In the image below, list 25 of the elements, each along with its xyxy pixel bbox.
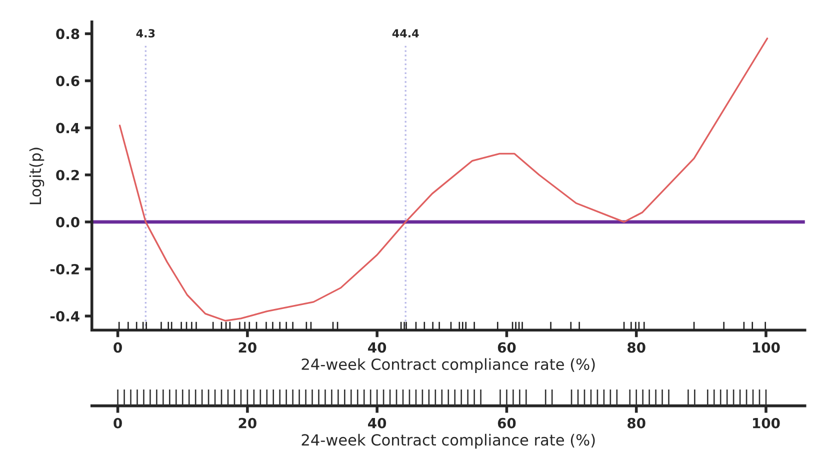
y-tick-label: 0.2 (56, 170, 79, 180)
x-tick-label: 40 (368, 418, 386, 428)
line-series (118, 38, 768, 322)
x-tick-label: 100 (753, 418, 780, 428)
y-tick-label: 0.4 (56, 122, 80, 134)
x-tick-label: 100 (753, 342, 780, 353)
ref-line-label: 4.3 (136, 29, 155, 38)
y-tick-label: -0.4 (50, 311, 80, 322)
x-tick-label: 20 (238, 342, 256, 353)
x-tick-label: 40 (368, 342, 386, 353)
x-axis-title: 24-week Contract compliance rate (%) (302, 358, 595, 373)
x-tick-label: 80 (628, 418, 646, 428)
x-tick-label: 0 (114, 418, 122, 428)
y-tick-label: 0.0 (56, 216, 80, 228)
y-tick-label: -0.2 (50, 264, 79, 274)
y-tick-label: 0.8 (56, 28, 80, 40)
x-tick-label: 0 (114, 342, 122, 353)
y-tick-label: 0.6 (56, 76, 80, 86)
x-tick-label: 60 (498, 342, 516, 353)
y-axis-title: Logit(p) (29, 148, 44, 204)
ref-line-label: 44.4 (392, 29, 419, 38)
x-axis-title: 24-week Contract compliance rate (%) (302, 434, 595, 449)
x-tick-label: 20 (238, 418, 256, 428)
x-tick-label: 60 (498, 418, 516, 428)
x-tick-label: 80 (628, 342, 646, 353)
